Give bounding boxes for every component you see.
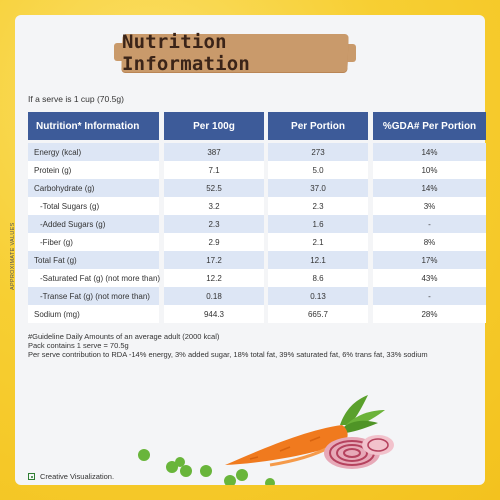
onion-icon bbox=[324, 435, 394, 469]
table-row: -Added Sugars (g) 2.3 1.6 - bbox=[28, 215, 486, 233]
row-gda: 17% bbox=[421, 255, 438, 265]
row-per-100g: 7.1 bbox=[208, 165, 220, 175]
table-row: -Fiber (g) 2.9 2.1 8% bbox=[28, 233, 486, 251]
row-per-100g: 387 bbox=[207, 147, 221, 157]
table-row: Protein (g) 7.1 5.0 10% bbox=[28, 161, 486, 179]
row-gda: 3% bbox=[423, 201, 436, 211]
row-per-100g: 3.2 bbox=[208, 201, 220, 211]
table-row: Sodium (mg) 944.3 665.7 28% bbox=[28, 305, 486, 323]
vegetables-illustration bbox=[138, 395, 394, 485]
row-per-portion: 665.7 bbox=[307, 309, 329, 319]
row-label: -Total Sugars (g) bbox=[40, 201, 100, 211]
carrot-icon bbox=[225, 425, 348, 467]
row-gda: - bbox=[428, 291, 431, 301]
footnote-rda: Per serve contribution to RDA -14% energ… bbox=[28, 350, 428, 359]
row-per-portion: 8.6 bbox=[312, 273, 324, 283]
row-per-100g: 17.2 bbox=[206, 255, 222, 265]
carrot-leaves-icon bbox=[340, 395, 385, 433]
row-label: Energy (kcal) bbox=[34, 147, 82, 157]
table-row: -Total Sugars (g) 3.2 2.3 3% bbox=[28, 197, 486, 215]
table-row: -Transe Fat (g) (not more than) 0.18 0.1… bbox=[28, 287, 486, 305]
row-label: Sodium (mg) bbox=[34, 309, 80, 319]
row-gda: 43% bbox=[421, 273, 438, 283]
row-label: -Transe Fat (g) (not more than) bbox=[40, 291, 150, 301]
table-row: Total Fat (g) 17.2 12.1 17% bbox=[28, 251, 486, 269]
row-label: -Fiber (g) bbox=[40, 237, 73, 247]
creative-visualization-note: Creative Visualization. bbox=[40, 472, 115, 481]
header-nutrition: Nutrition* Information bbox=[28, 112, 159, 140]
row-per-portion: 37.0 bbox=[310, 183, 326, 193]
row-per-100g: 2.3 bbox=[208, 219, 220, 229]
title-board: Nutrition Information bbox=[114, 31, 356, 75]
row-label: Carbohydrate (g) bbox=[34, 183, 95, 193]
row-gda: 14% bbox=[421, 147, 438, 157]
row-per-100g: 944.3 bbox=[203, 309, 225, 319]
row-per-100g: 12.2 bbox=[206, 273, 222, 283]
footnote-gda: #Guideline Daily Amounts of an average a… bbox=[28, 332, 220, 341]
header-per-portion: Per Portion bbox=[268, 112, 368, 140]
serve-note: If a serve is 1 cup (70.5g) bbox=[28, 94, 124, 104]
approximate-values-label: APPROXIMATE VALUES bbox=[10, 222, 16, 290]
row-per-portion: 0.13 bbox=[310, 291, 326, 301]
row-label: Total Fat (g) bbox=[34, 255, 77, 265]
peas-icon bbox=[138, 449, 275, 485]
row-per-portion: 2.3 bbox=[312, 201, 324, 211]
row-per-portion: 5.0 bbox=[312, 165, 324, 175]
row-per-100g: 0.18 bbox=[206, 291, 222, 301]
row-per-portion: 12.1 bbox=[310, 255, 326, 265]
row-per-100g: 2.9 bbox=[208, 237, 220, 247]
row-per-portion: 273 bbox=[311, 147, 325, 157]
row-per-portion: 1.6 bbox=[312, 219, 324, 229]
row-per-100g: 52.5 bbox=[206, 183, 222, 193]
table-row: Energy (kcal) 387 273 14% bbox=[28, 143, 486, 161]
header-gda: %GDA# Per Portion bbox=[373, 112, 486, 140]
row-gda: 28% bbox=[421, 309, 438, 319]
row-gda: 10% bbox=[421, 165, 438, 175]
veg-mark-icon bbox=[28, 473, 35, 480]
row-label: -Added Sugars (g) bbox=[40, 219, 106, 229]
footnote-pack: Pack contains 1 serve = 70.5g bbox=[28, 341, 129, 350]
row-label: Protein (g) bbox=[34, 165, 72, 175]
row-gda: 8% bbox=[423, 237, 436, 247]
header-per-100g: Per 100g bbox=[164, 112, 264, 140]
row-gda: - bbox=[428, 219, 431, 229]
page-title: Nutrition Information bbox=[122, 31, 251, 75]
table-row: Carbohydrate (g) 52.5 37.0 14% bbox=[28, 179, 486, 197]
row-gda: 14% bbox=[421, 183, 438, 193]
row-per-portion: 2.1 bbox=[312, 237, 324, 247]
row-label: -Saturated Fat (g) (not more than) bbox=[40, 273, 161, 283]
table-row: -Saturated Fat (g) (not more than) 12.2 … bbox=[28, 269, 486, 287]
